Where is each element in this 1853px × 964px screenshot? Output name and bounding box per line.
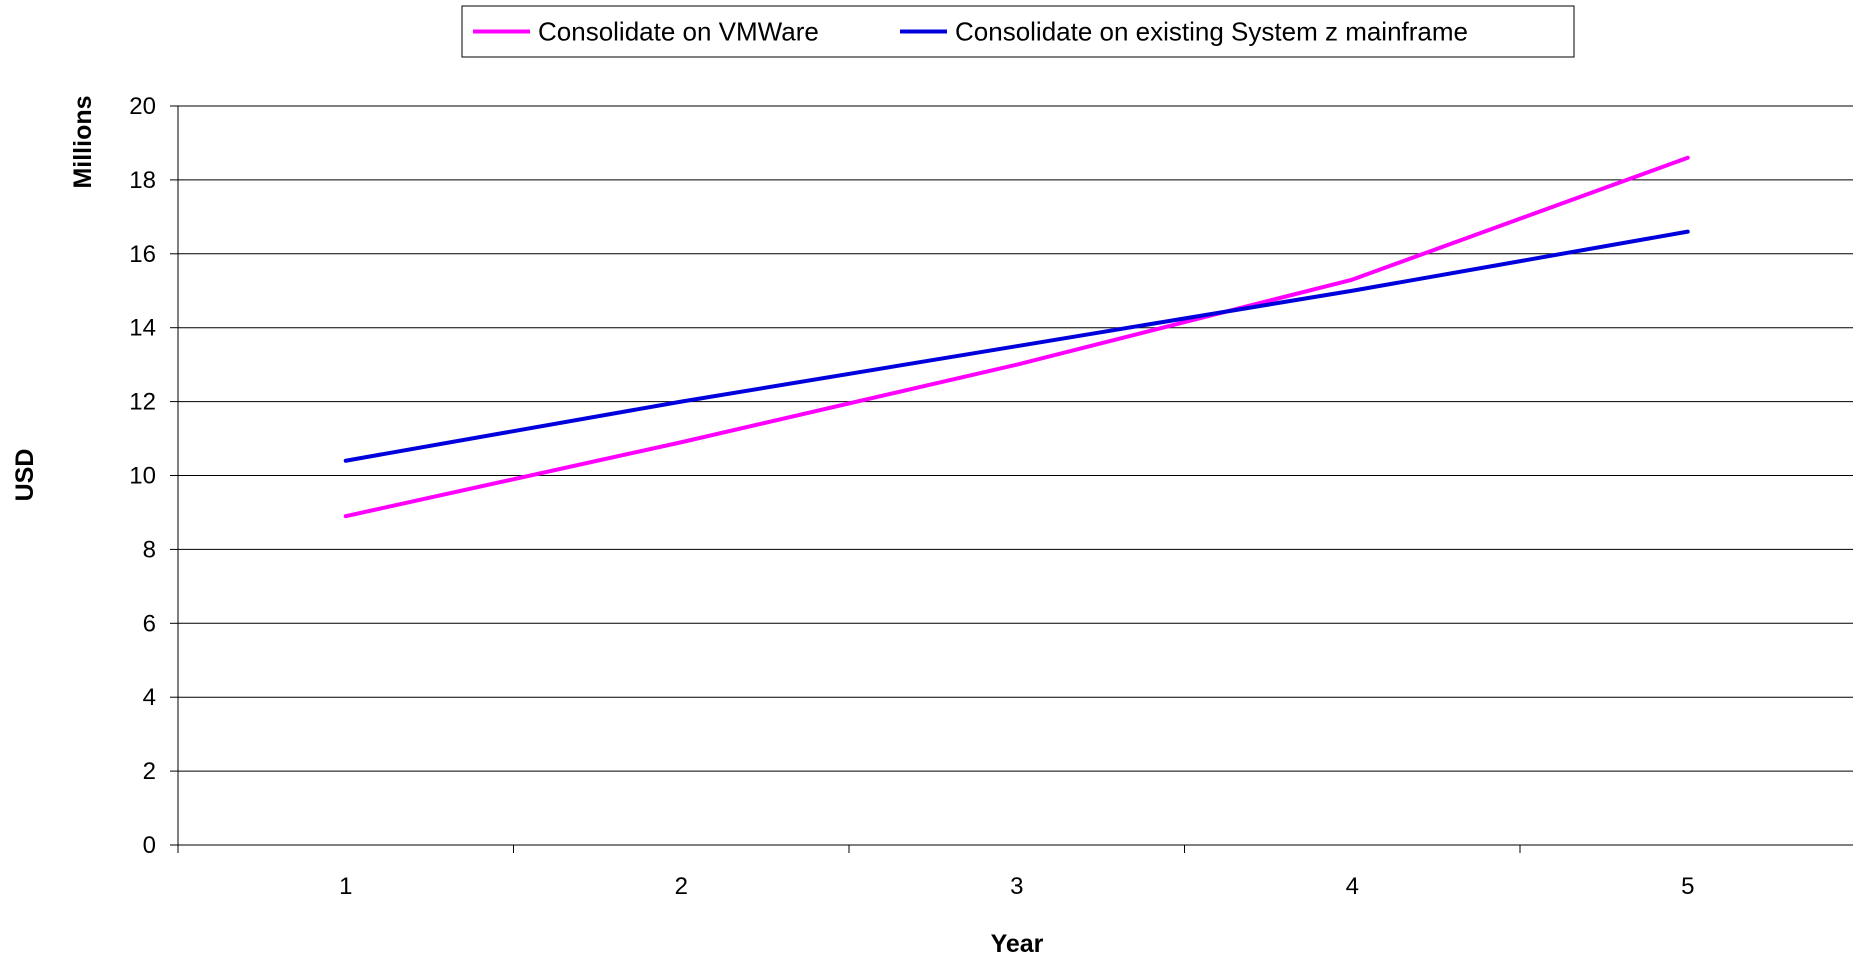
y-tick-label: 20 (129, 93, 156, 120)
y-axis-unit-label: Millions (69, 95, 97, 188)
y-tick-label: 18 (129, 167, 156, 194)
y-tick-label: 0 (143, 832, 156, 859)
y-tick-label: 8 (143, 536, 156, 563)
series-lines (343, 155, 1690, 519)
legend-box (461, 5, 1575, 58)
y-tick-label: 6 (143, 610, 156, 637)
gridlines (178, 105, 1853, 772)
y-tick-label: 10 (129, 463, 156, 490)
y-tick-label: 16 (129, 241, 156, 268)
x-tick-label: 5 (1681, 873, 1694, 900)
legend: Consolidate on VMWare Consolidate on exis… (461, 5, 1575, 58)
y-tick-label: 2 (143, 758, 156, 785)
y-axis-title: USD (11, 449, 39, 502)
series-line-2 (343, 229, 1690, 463)
series-line-1 (343, 155, 1690, 519)
x-tick-label: 3 (1010, 873, 1023, 900)
y-tick-label: 14 (129, 315, 156, 342)
y-tick-label: 4 (143, 684, 156, 711)
x-tick-label: 1 (339, 873, 352, 900)
x-tick-label: 4 (1346, 873, 1359, 900)
legend-label-1: Consolidate on VMWare (538, 17, 819, 47)
y-tick-label: 12 (129, 389, 156, 416)
x-axis-title: Year (991, 930, 1044, 958)
legend-label-2: Consolidate on existing System z mainfra… (955, 17, 1468, 47)
x-tick-label: 2 (675, 873, 688, 900)
